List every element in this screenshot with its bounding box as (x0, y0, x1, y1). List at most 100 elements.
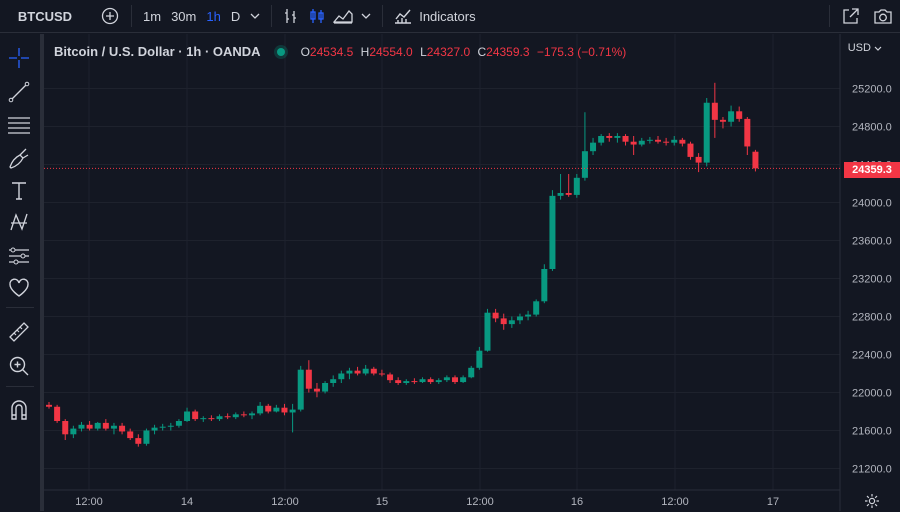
candle-body (492, 312, 499, 319)
patterns-icon[interactable] (7, 210, 31, 234)
candle-body (687, 143, 694, 157)
ohlc-values: O24534.5 H24554.0 L24327.0 C24359.3 −175… (301, 45, 631, 59)
candle-body (411, 381, 418, 383)
candle-body (143, 430, 150, 444)
low-value: 24327.0 (426, 44, 471, 59)
text-tool-icon[interactable] (7, 178, 31, 202)
indicators-icon (395, 9, 412, 24)
candle-body (216, 416, 223, 420)
chart-legend: Bitcoin / U.S. Dollar · 1h · OANDA O2453… (54, 44, 630, 59)
candle-body (573, 177, 580, 195)
y-tick-label: 25200.0 (852, 84, 892, 96)
candle-body (630, 141, 637, 145)
timeframe-d[interactable]: D (230, 8, 241, 24)
y-tick-label: 21200.0 (852, 464, 892, 476)
candle-body (102, 422, 109, 429)
candle-body (46, 404, 52, 407)
candle-body (460, 377, 467, 383)
timeframe-1h[interactable]: 1h (206, 8, 221, 24)
currency-label: USD (847, 42, 871, 54)
candle-body (62, 421, 69, 435)
candle-body (435, 380, 442, 383)
price-chart[interactable]: 21200.0 21600.0 22000.0 22400.0 22800.0 23200… (44, 34, 900, 511)
candle-body (452, 377, 458, 383)
candle-body (395, 380, 402, 383)
currency-selector[interactable]: USD (848, 42, 882, 54)
candle-body (281, 407, 288, 413)
candle-body (719, 119, 726, 122)
toolbar-divider (6, 307, 34, 308)
candle-body (646, 139, 653, 141)
ruler-measure-icon[interactable] (7, 320, 31, 344)
symbol-search[interactable]: BTCUSD (17, 8, 73, 24)
candle-body (387, 374, 394, 381)
x-tick-label: 12:00 (271, 496, 299, 508)
trend-line-icon[interactable] (7, 80, 31, 104)
candle-body (638, 140, 645, 145)
zoom-in-icon[interactable] (7, 354, 31, 378)
candle-body (378, 373, 385, 375)
candle-body (184, 411, 191, 421)
candle-body (533, 301, 540, 315)
close-key: C (477, 44, 487, 59)
area-style-icon[interactable] (330, 0, 356, 33)
market-status-dot[interactable] (276, 47, 285, 56)
x-tick-label: 17 (767, 496, 779, 508)
y-tick-label: 23200.0 (852, 274, 892, 286)
prediction-tools-icon[interactable] (7, 244, 31, 268)
x-tick-label: 15 (376, 496, 388, 508)
candle-body (508, 320, 515, 325)
low-key: L (420, 44, 427, 59)
bars-style-icon[interactable] (278, 0, 304, 33)
candle-body (330, 379, 337, 383)
candle-body (192, 411, 199, 420)
candle-body (119, 425, 126, 432)
y-tick-label: 22400.0 (852, 350, 892, 362)
candle-body (70, 428, 77, 435)
candle-body (346, 370, 353, 374)
candle-body (728, 111, 735, 122)
candle-body (249, 413, 255, 416)
toolbar-divider (829, 5, 830, 27)
timeframe-1m[interactable]: 1m (143, 8, 162, 24)
candle-body (671, 139, 678, 143)
chart-style-dropdown-icon[interactable] (356, 0, 376, 33)
candle-body (500, 318, 507, 325)
y-tick-label: 21600.0 (852, 426, 892, 438)
fullscreen-popout-icon[interactable] (836, 0, 866, 33)
indicators-label: Indicators (419, 8, 476, 24)
x-tick-label: 16 (571, 496, 583, 508)
drawing-toolbar (0, 34, 44, 511)
candle-body (159, 426, 166, 428)
brush-icon[interactable] (7, 146, 31, 170)
candle-body (541, 269, 548, 302)
candle-body (443, 377, 450, 381)
y-tick-label: 24800.0 (852, 122, 892, 134)
candle-body (313, 388, 320, 392)
candle-body (703, 102, 710, 163)
crosshair-icon[interactable] (7, 46, 31, 70)
candle-body (232, 414, 239, 418)
candle-body (370, 368, 377, 374)
magnet-icon[interactable] (7, 398, 31, 422)
candle-body (711, 102, 718, 120)
indicators-button[interactable]: Indicators (389, 0, 479, 33)
candle-body (744, 118, 751, 147)
candle-body (565, 193, 572, 195)
candle-body (736, 111, 743, 119)
fib-retracement-icon[interactable] (7, 113, 31, 137)
candle-body (289, 409, 296, 413)
timeframe-30m[interactable]: 30m (171, 8, 197, 24)
chart-settings-gear-icon[interactable] (864, 493, 880, 509)
snapshot-camera-icon[interactable] (866, 0, 900, 33)
favorites-heart-icon[interactable] (7, 276, 31, 300)
candle-body (590, 142, 597, 152)
candle-body (581, 151, 588, 178)
toolbar-divider (6, 386, 34, 387)
x-tick-label: 12:00 (75, 496, 103, 508)
compare-add-icon[interactable] (95, 0, 125, 33)
candles-style-icon[interactable] (304, 0, 330, 33)
timeframe-dropdown-icon[interactable] (245, 0, 265, 33)
candle-body (614, 136, 621, 138)
toolbar-divider (382, 5, 384, 27)
